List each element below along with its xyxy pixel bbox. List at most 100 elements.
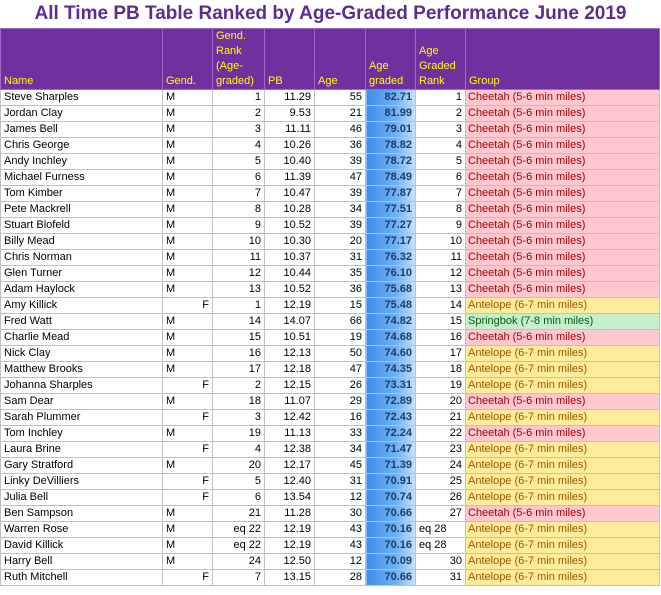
cell-group: Cheetah (5-6 min miles) [465,505,660,522]
cell-age-graded: 72.43 [365,409,416,426]
table-row: Glen Turner M 12 10.44 35 76.10 12 Cheetah (5-6… [0,265,660,282]
cell-age-graded: 70.74 [365,489,416,506]
table-row: Chris George M 4 10.26 36 78.82 4 Cheetah (5-6 … [0,137,660,154]
cell-age: 20 [314,233,366,250]
cell-gender-rank: 5 [212,473,265,490]
cell-pb: 12.42 [264,409,315,426]
cell-age: 34 [314,441,366,458]
cell-age-graded: 70.66 [365,569,416,586]
cell-age-graded-rank: 8 [415,201,466,218]
cell-age-graded: 78.72 [365,153,416,170]
cell-name: Stuart Blofeld [0,217,163,234]
cell-group: Antelope (6-7 min miles) [465,409,660,426]
cell-age-graded-rank: 5 [415,153,466,170]
cell-group: Antelope (6-7 min miles) [465,473,660,490]
table-row: Chris Norman M 11 10.37 31 76.32 11 Cheetah (5-… [0,249,660,266]
cell-gender-rank: 9 [212,217,265,234]
pb-table: Name Gend. Gend. Rank (Age-graded) PB Ag… [0,28,660,586]
cell-gender-rank: eq 22 [212,521,265,538]
cell-age-graded-rank: 14 [415,297,466,314]
cell-pb: 10.52 [264,281,315,298]
cell-age-graded: 79.01 [365,121,416,138]
page-title: All Time PB Table Ranked by Age-Graded P… [34,3,627,24]
cell-name: Warren Rose [0,521,163,538]
cell-gender-rank: 8 [212,201,265,218]
cell-age: 47 [314,169,366,186]
cell-pb: 10.30 [264,233,315,250]
cell-gender-rank: 4 [212,137,265,154]
cell-age-graded-rank: 12 [415,265,466,282]
cell-age-graded: 70.66 [365,505,416,522]
cell-gender: M [162,537,213,554]
cell-gender-rank: 7 [212,185,265,202]
cell-name: Pete Mackrell [0,201,163,218]
cell-gender: M [162,153,213,170]
cell-name: Steve Sharples [0,89,163,106]
cell-pb: 12.15 [264,377,315,394]
table-row: Harry Bell M 24 12.50 12 70.09 30 Antelope (6-7… [0,553,660,570]
cell-group: Cheetah (5-6 min miles) [465,137,660,154]
cell-pb: 12.13 [264,345,315,362]
cell-age-graded: 70.91 [365,473,416,490]
cell-age-graded: 77.27 [365,217,416,234]
table-row: Charlie Mead M 15 10.51 19 74.68 16 Cheetah (5-… [0,329,660,346]
cell-gender: M [162,521,213,538]
cell-age-graded-rank: 25 [415,473,466,490]
cell-age-graded-rank: 6 [415,169,466,186]
table-row: Nick Clay M 16 12.13 50 74.60 17 Antelope (6-7 … [0,345,660,362]
cell-age-graded: 78.82 [365,137,416,154]
cell-gender: M [162,137,213,154]
cell-age: 26 [314,377,366,394]
cell-gender: M [162,121,213,138]
cell-name: Harry Bell [0,553,163,570]
cell-gender: M [162,425,213,442]
header-age-graded: Age graded [365,28,416,90]
cell-age: 33 [314,425,366,442]
cell-age-graded-rank: 2 [415,105,466,122]
cell-gender: M [162,345,213,362]
cell-name: Nick Clay [0,345,163,362]
cell-age-graded-rank: 21 [415,409,466,426]
header-age-graded-rank: Age Graded Rank [415,28,466,90]
cell-gender-rank: 2 [212,377,265,394]
cell-gender-rank: 7 [212,569,265,586]
cell-name: Jordan Clay [0,105,163,122]
cell-pb: 10.40 [264,153,315,170]
table-row: Ben Sampson M 21 11.28 30 70.66 27 Cheetah (5-6… [0,505,660,522]
cell-pb: 10.52 [264,217,315,234]
cell-group: Cheetah (5-6 min miles) [465,249,660,266]
cell-name: Tom Kimber [0,185,163,202]
cell-name: Laura Brine [0,441,163,458]
cell-name: Johanna Sharples [0,377,163,394]
table-row: Tom Inchley M 19 11.13 33 72.24 22 Cheetah (5-6… [0,425,660,442]
table-row: James Bell M 3 11.11 46 79.01 3 Cheetah (5-6 mi… [0,121,660,138]
cell-group: Cheetah (5-6 min miles) [465,233,660,250]
table-row: Gary Stratford M 20 12.17 45 71.39 24 Antelope … [0,457,660,474]
cell-age-graded-rank: 1 [415,89,466,106]
cell-gender: M [162,505,213,522]
cell-gender-rank: 12 [212,265,265,282]
cell-group: Antelope (6-7 min miles) [465,521,660,538]
cell-name: Andy Inchley [0,153,163,170]
cell-gender-rank: 6 [212,489,265,506]
cell-age-graded: 72.89 [365,393,416,410]
cell-age: 34 [314,201,366,218]
cell-group: Springbok (7-8 min miles) [465,313,660,330]
cell-gender: M [162,185,213,202]
table-row: Andy Inchley M 5 10.40 39 78.72 5 Cheetah (5-6 … [0,153,660,170]
cell-age: 31 [314,473,366,490]
table-row: Billy Mead M 10 10.30 20 77.17 10 Cheetah (5-6 … [0,233,660,250]
cell-age: 31 [314,249,366,266]
cell-group: Cheetah (5-6 min miles) [465,281,660,298]
cell-gender: F [162,377,213,394]
cell-age-graded: 76.10 [365,265,416,282]
cell-gender: M [162,89,213,106]
cell-age: 36 [314,281,366,298]
cell-group: Cheetah (5-6 min miles) [465,89,660,106]
cell-age: 43 [314,537,366,554]
cell-pb: 13.15 [264,569,315,586]
table-row: Johanna Sharples F 2 12.15 26 73.31 19 Antelope… [0,377,660,394]
cell-age-graded: 82.71 [365,89,416,106]
cell-age-graded-rank: 7 [415,185,466,202]
cell-age-graded-rank: 30 [415,553,466,570]
